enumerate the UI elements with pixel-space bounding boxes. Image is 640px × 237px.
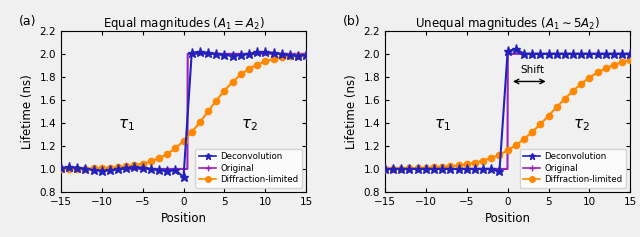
Y-axis label: Lifetime (ns): Lifetime (ns) [345, 74, 358, 149]
Text: $\tau_1$: $\tau_1$ [434, 118, 451, 133]
Title: Unequal magnitudes ($A_1 \sim 5A_2$): Unequal magnitudes ($A_1 \sim 5A_2$) [415, 15, 600, 32]
Text: (a): (a) [19, 15, 36, 27]
Y-axis label: Lifetime (ns): Lifetime (ns) [20, 74, 34, 149]
Legend: Deconvolution, Original, Diffraction-limited: Deconvolution, Original, Diffraction-lim… [195, 149, 302, 188]
Text: $\tau_1$: $\tau_1$ [118, 118, 135, 133]
Legend: Deconvolution, Original, Diffraction-limited: Deconvolution, Original, Diffraction-lim… [520, 149, 626, 188]
Text: (b): (b) [343, 15, 361, 27]
X-axis label: Position: Position [161, 212, 207, 225]
Title: Equal magnitudes ($A_1 = A_2$): Equal magnitudes ($A_1 = A_2$) [102, 15, 264, 32]
Text: $\tau_2$: $\tau_2$ [241, 118, 257, 133]
Text: Shift: Shift [520, 65, 544, 75]
Text: $\tau_2$: $\tau_2$ [573, 118, 589, 133]
X-axis label: Position: Position [484, 212, 531, 225]
